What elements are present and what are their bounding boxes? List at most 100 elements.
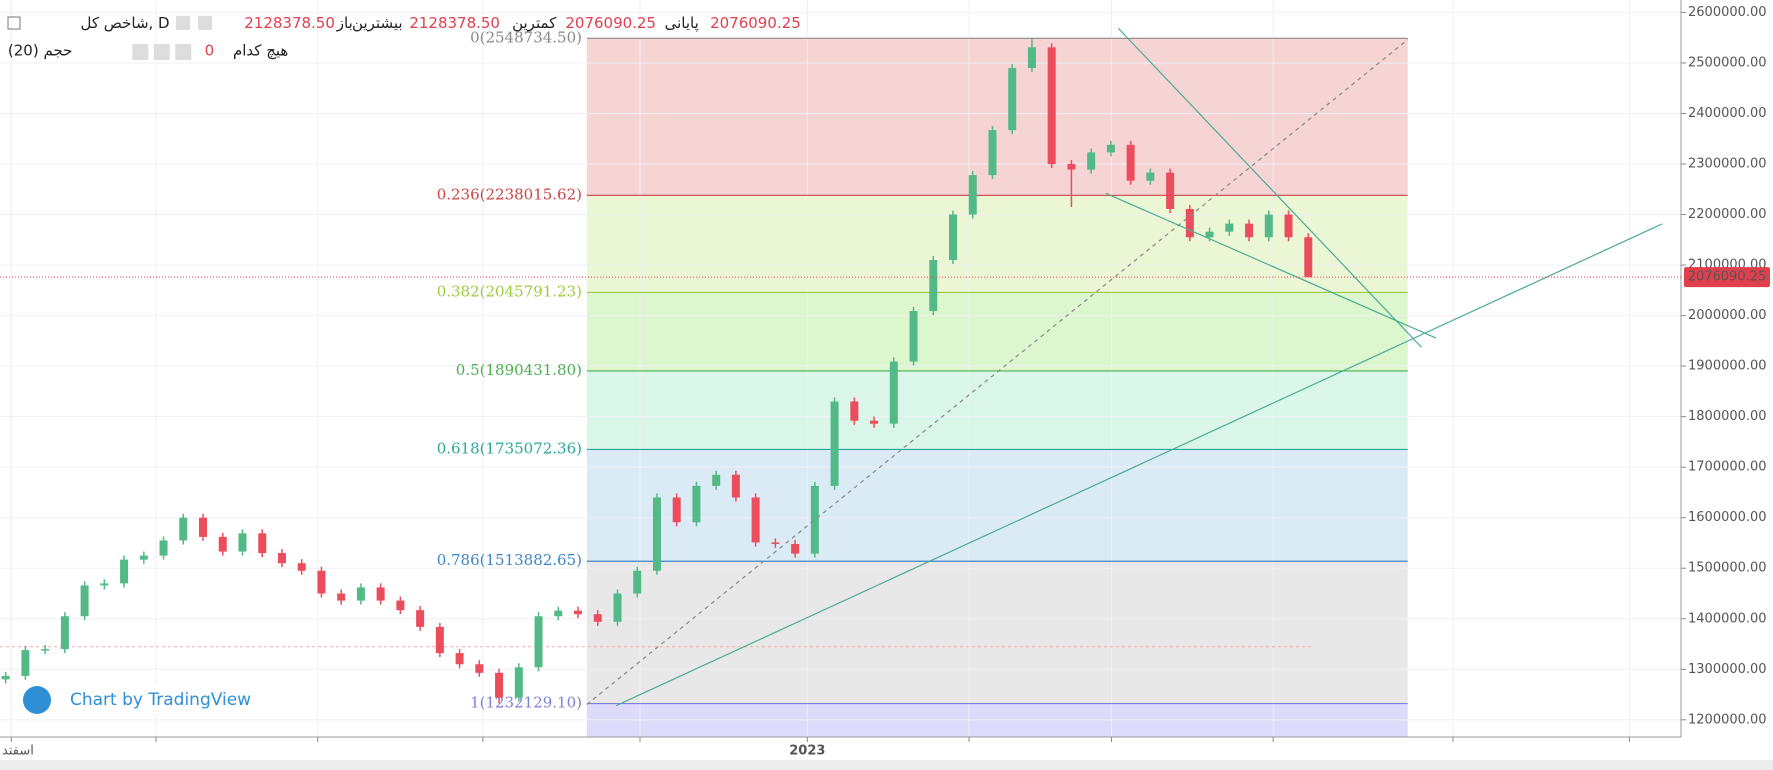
candle-body: [396, 600, 405, 611]
header-text: بیشترین: [352, 14, 402, 32]
y-tick-label: 1600000.00: [1688, 510, 1767, 525]
candle-body: [1027, 47, 1036, 69]
header-text: 2128378.50: [244, 14, 335, 32]
candle-body: [495, 672, 504, 698]
candle-body: [21, 650, 30, 676]
candle-body: [1106, 144, 1115, 153]
candle-body: [60, 616, 69, 650]
y-tick-label: 2200000.00: [1688, 207, 1767, 222]
candle-body: [356, 587, 365, 601]
trend-line: [586, 39, 1409, 705]
candle-body: [41, 649, 50, 651]
candle-body: [1304, 237, 1313, 278]
candle-body: [1284, 214, 1293, 238]
fib-zone: [586, 292, 1408, 371]
fib-zone: [586, 195, 1408, 293]
fib-label: 0.382(2045791.23): [437, 282, 582, 300]
candle-body: [1146, 172, 1155, 181]
candle-body: [139, 555, 148, 560]
candle-body: [297, 563, 306, 571]
header-text: 2076090.25: [710, 14, 801, 32]
candle-body: [199, 517, 208, 537]
indicator-icon: [132, 44, 149, 60]
candle-body: [534, 616, 543, 668]
candle-body: [672, 497, 681, 523]
candle-body: [929, 260, 938, 312]
header-text: 2128378.50: [409, 14, 500, 32]
header-text: 0: [205, 41, 215, 59]
last-price-tag: [1684, 267, 1770, 288]
header-text: حجم (20): [8, 41, 73, 59]
candle-body: [179, 517, 188, 541]
fib-label: 0.786(1513882.65): [437, 551, 582, 569]
candle-body: [949, 214, 958, 261]
candle-body: [238, 533, 247, 552]
last-price-label: 2076090.25: [1688, 270, 1767, 285]
candle-body: [317, 570, 326, 594]
fib-label: 0(2548734.50): [470, 28, 582, 46]
collapse-icon: [7, 16, 21, 30]
candle-body: [613, 593, 622, 622]
candle-body: [258, 533, 267, 554]
candle-body: [1008, 68, 1017, 131]
candle-body: [376, 587, 385, 601]
bottom-bar: [0, 760, 1773, 770]
candle-body: [1, 675, 10, 680]
candle-body: [1126, 144, 1135, 181]
y-tick-label: 1400000.00: [1688, 611, 1767, 626]
y-tick-label: 2500000.00: [1688, 55, 1767, 70]
candle-body: [1245, 223, 1254, 238]
settings-icon: [176, 16, 190, 30]
header-text: هیچ کدام: [233, 41, 288, 59]
candle-body: [337, 593, 346, 601]
candle-body: [968, 175, 977, 215]
candle-body: [633, 570, 642, 594]
eye-icon: [198, 16, 212, 30]
candle-body: [712, 474, 721, 486]
indicator-icon: [153, 44, 170, 60]
y-tick-label: 2300000.00: [1688, 157, 1767, 172]
trend-line: [1117, 27, 1422, 348]
header-text: باز: [336, 14, 353, 32]
y-tick-label: 1300000.00: [1688, 662, 1767, 677]
fib-label: 0.236(2238015.62): [437, 185, 582, 203]
fib-label: 0.5(1890431.80): [456, 361, 582, 379]
candle-body: [1225, 223, 1234, 232]
plot-area: 0(2548734.50) 0.236(2238015.62) 0.382(2045…: [0, 0, 1681, 737]
candle-body: [1185, 208, 1194, 238]
y-tick-label: 1700000.00: [1688, 460, 1767, 475]
header-text: شاخص کل, D: [80, 14, 169, 32]
candle-body: [850, 401, 859, 421]
candle-body: [1264, 214, 1273, 238]
candle-body: [889, 361, 898, 424]
candle-body: [1166, 172, 1175, 209]
header-text: پایانی: [665, 14, 699, 33]
candle-body: [593, 614, 602, 622]
candle-body: [435, 626, 444, 654]
trend-line: [1105, 192, 1437, 339]
x-axis-label: 2023: [789, 744, 825, 759]
y-tick-label: 2600000.00: [1688, 5, 1767, 20]
candle-body: [574, 610, 583, 615]
candle-body: [791, 543, 800, 554]
fib-zone: [586, 561, 1408, 704]
y-tick-label: 1500000.00: [1688, 561, 1767, 576]
candle-body: [771, 542, 780, 544]
watermark: Chart by TradingView: [70, 690, 251, 710]
candle-body: [731, 474, 740, 498]
candle-body: [1087, 152, 1096, 170]
candle-body: [1067, 164, 1076, 170]
candle-body: [870, 420, 879, 424]
candle-body: [80, 585, 89, 617]
candle-body: [652, 497, 661, 571]
fib-label: 1(1232129.10): [470, 694, 582, 712]
fib-label: 0.618(1735072.36): [437, 439, 582, 457]
header-text: کمترین: [512, 14, 557, 32]
candle-body: [692, 485, 701, 523]
fib-zone: [586, 38, 1408, 196]
candle-body: [455, 653, 464, 665]
candle-body: [830, 401, 839, 486]
candle-body: [159, 540, 168, 556]
candle-body: [475, 664, 484, 673]
